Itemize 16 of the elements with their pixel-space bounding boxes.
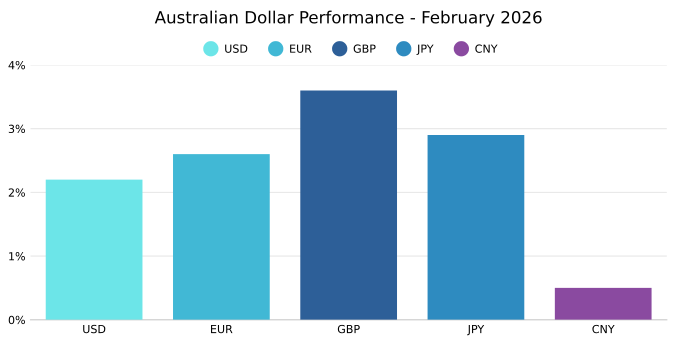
x-tick-label: GBP <box>338 324 360 334</box>
legend-label: EUR <box>290 44 312 53</box>
y-tick-label: 2% <box>8 188 25 197</box>
x-tick-label: EUR <box>211 324 232 334</box>
x-tick-label: CNY <box>592 324 615 334</box>
y-tick-label: 0% <box>8 316 25 324</box>
legend-label: CNY <box>475 44 498 53</box>
y-tick-label: 4% <box>8 60 25 70</box>
chart-title: Australian Dollar Performance - February 2026 <box>154 10 542 27</box>
y-tick-label: 3% <box>8 124 25 134</box>
x-tick-label: USD <box>83 324 106 334</box>
legend-label: JPY <box>416 44 434 55</box>
x-tick-label: JPY <box>467 324 484 336</box>
legend-label: USD <box>225 44 248 53</box>
legend-label: GBP <box>354 44 376 53</box>
y-tick-label: 1% <box>9 252 25 260</box>
